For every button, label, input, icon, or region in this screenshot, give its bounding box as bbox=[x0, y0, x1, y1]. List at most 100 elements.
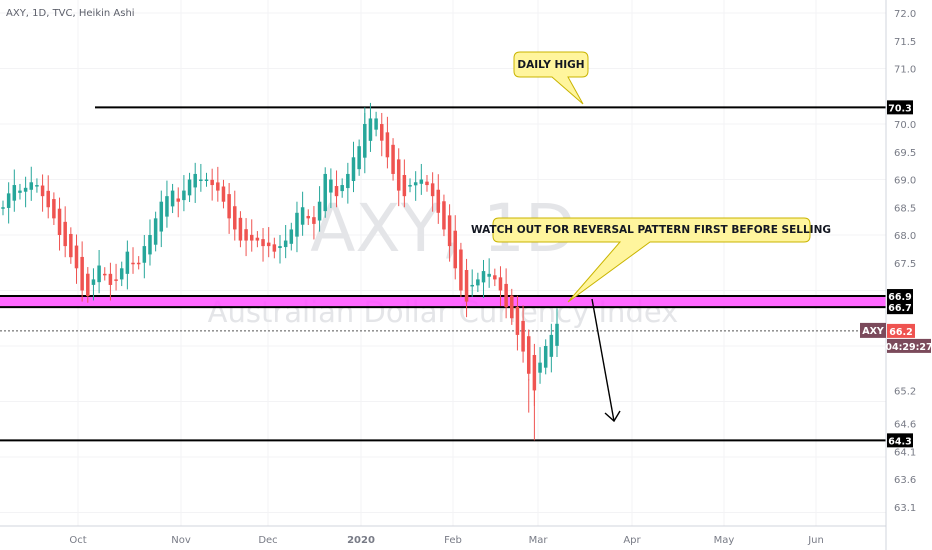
candle bbox=[204, 172, 209, 187]
candle-body bbox=[278, 246, 282, 249]
candle bbox=[18, 183, 22, 200]
candle bbox=[6, 182, 11, 224]
candle bbox=[159, 190, 164, 248]
candle bbox=[40, 174, 45, 212]
candle bbox=[374, 111, 378, 137]
candle-body bbox=[402, 174, 407, 197]
candle-body bbox=[266, 242, 271, 247]
price-tick-label: 64.1 bbox=[894, 447, 916, 458]
candle-body bbox=[464, 270, 469, 302]
candle bbox=[216, 166, 220, 202]
candle bbox=[63, 206, 67, 258]
candle-body bbox=[543, 346, 548, 368]
time-tick-label: Feb bbox=[444, 535, 462, 546]
price-tick-label: 67.5 bbox=[894, 259, 916, 270]
candle-body bbox=[176, 198, 180, 202]
candle-body bbox=[526, 336, 531, 374]
price-tick-label: 71.0 bbox=[894, 65, 916, 76]
time-tick-label: 2020 bbox=[347, 535, 375, 546]
candle-body bbox=[210, 179, 214, 186]
time-tick-label: Oct bbox=[69, 535, 86, 546]
candle bbox=[255, 231, 260, 248]
candle-body bbox=[504, 283, 508, 308]
candle-body bbox=[119, 268, 124, 280]
candle bbox=[108, 262, 113, 301]
candle-body bbox=[97, 265, 101, 283]
candle-body bbox=[459, 249, 463, 291]
candle-body bbox=[498, 277, 503, 291]
candle bbox=[442, 194, 446, 237]
candle-body bbox=[470, 284, 474, 287]
candle bbox=[165, 180, 169, 228]
candle bbox=[233, 190, 237, 241]
candle-body bbox=[329, 179, 333, 193]
candle-body bbox=[261, 239, 265, 247]
candle bbox=[46, 175, 50, 219]
candle bbox=[340, 178, 344, 198]
candle-body bbox=[510, 295, 514, 319]
candle bbox=[430, 172, 435, 212]
candle bbox=[306, 209, 311, 226]
candle-body bbox=[23, 187, 28, 192]
candle bbox=[351, 141, 356, 193]
candle-body bbox=[69, 233, 73, 258]
candle-body bbox=[29, 182, 34, 190]
candle bbox=[244, 218, 248, 257]
candle bbox=[69, 227, 73, 264]
price-axis-group: 72.0 71.5 71.0 70.0 69.5 69.0 68.5 68.0 67.5 65.2… bbox=[860, 0, 932, 550]
callout-daily-high-text: DAILY HIGH bbox=[517, 59, 584, 71]
candle bbox=[453, 215, 457, 280]
price-tick-label: 68.5 bbox=[894, 203, 916, 214]
candle-body bbox=[114, 279, 118, 281]
candle bbox=[459, 242, 463, 298]
candle-body bbox=[91, 279, 96, 285]
price-tick-label: 68.0 bbox=[894, 231, 916, 242]
candle bbox=[187, 172, 192, 203]
candle-body bbox=[193, 173, 197, 188]
candle-body bbox=[283, 240, 288, 248]
symbol-tag-text: AXY bbox=[862, 326, 884, 337]
candle bbox=[300, 191, 305, 236]
candle bbox=[543, 339, 548, 375]
candle-body bbox=[6, 193, 11, 208]
level-tag-bg bbox=[887, 300, 913, 315]
candle-body bbox=[521, 320, 525, 352]
candle-body bbox=[165, 196, 169, 217]
candle-body bbox=[442, 201, 446, 230]
countdown-tag-text: 04:29:27 bbox=[885, 342, 932, 353]
candle-body bbox=[430, 183, 435, 197]
candle-body bbox=[357, 146, 361, 170]
candle bbox=[57, 197, 62, 251]
candle bbox=[380, 112, 384, 157]
candle-body bbox=[385, 132, 390, 158]
level-tag-bg bbox=[887, 289, 913, 304]
candle-body bbox=[249, 234, 254, 241]
candle bbox=[29, 166, 34, 201]
candle bbox=[498, 266, 503, 307]
price-tick-label: 69.5 bbox=[894, 148, 916, 159]
candle bbox=[261, 228, 265, 262]
candle bbox=[549, 323, 554, 373]
candle bbox=[357, 139, 361, 176]
price-tick-label: 65.2 bbox=[894, 386, 916, 397]
candle bbox=[91, 268, 96, 301]
candle-body bbox=[199, 179, 203, 181]
candle-body bbox=[125, 251, 130, 274]
candle bbox=[504, 268, 508, 319]
sell-arrow bbox=[591, 298, 621, 423]
candle bbox=[131, 247, 135, 274]
candle-body bbox=[334, 186, 339, 197]
candle bbox=[538, 347, 542, 384]
candle-body bbox=[46, 190, 50, 208]
candle-body bbox=[187, 179, 192, 196]
candle-body bbox=[549, 334, 554, 357]
resistance-zone-group bbox=[0, 296, 886, 308]
candle bbox=[114, 263, 118, 291]
candle-body bbox=[255, 237, 260, 241]
candle-body bbox=[368, 118, 373, 141]
candle bbox=[323, 167, 327, 218]
time-tick-label: May bbox=[714, 535, 735, 546]
candle bbox=[272, 237, 277, 259]
